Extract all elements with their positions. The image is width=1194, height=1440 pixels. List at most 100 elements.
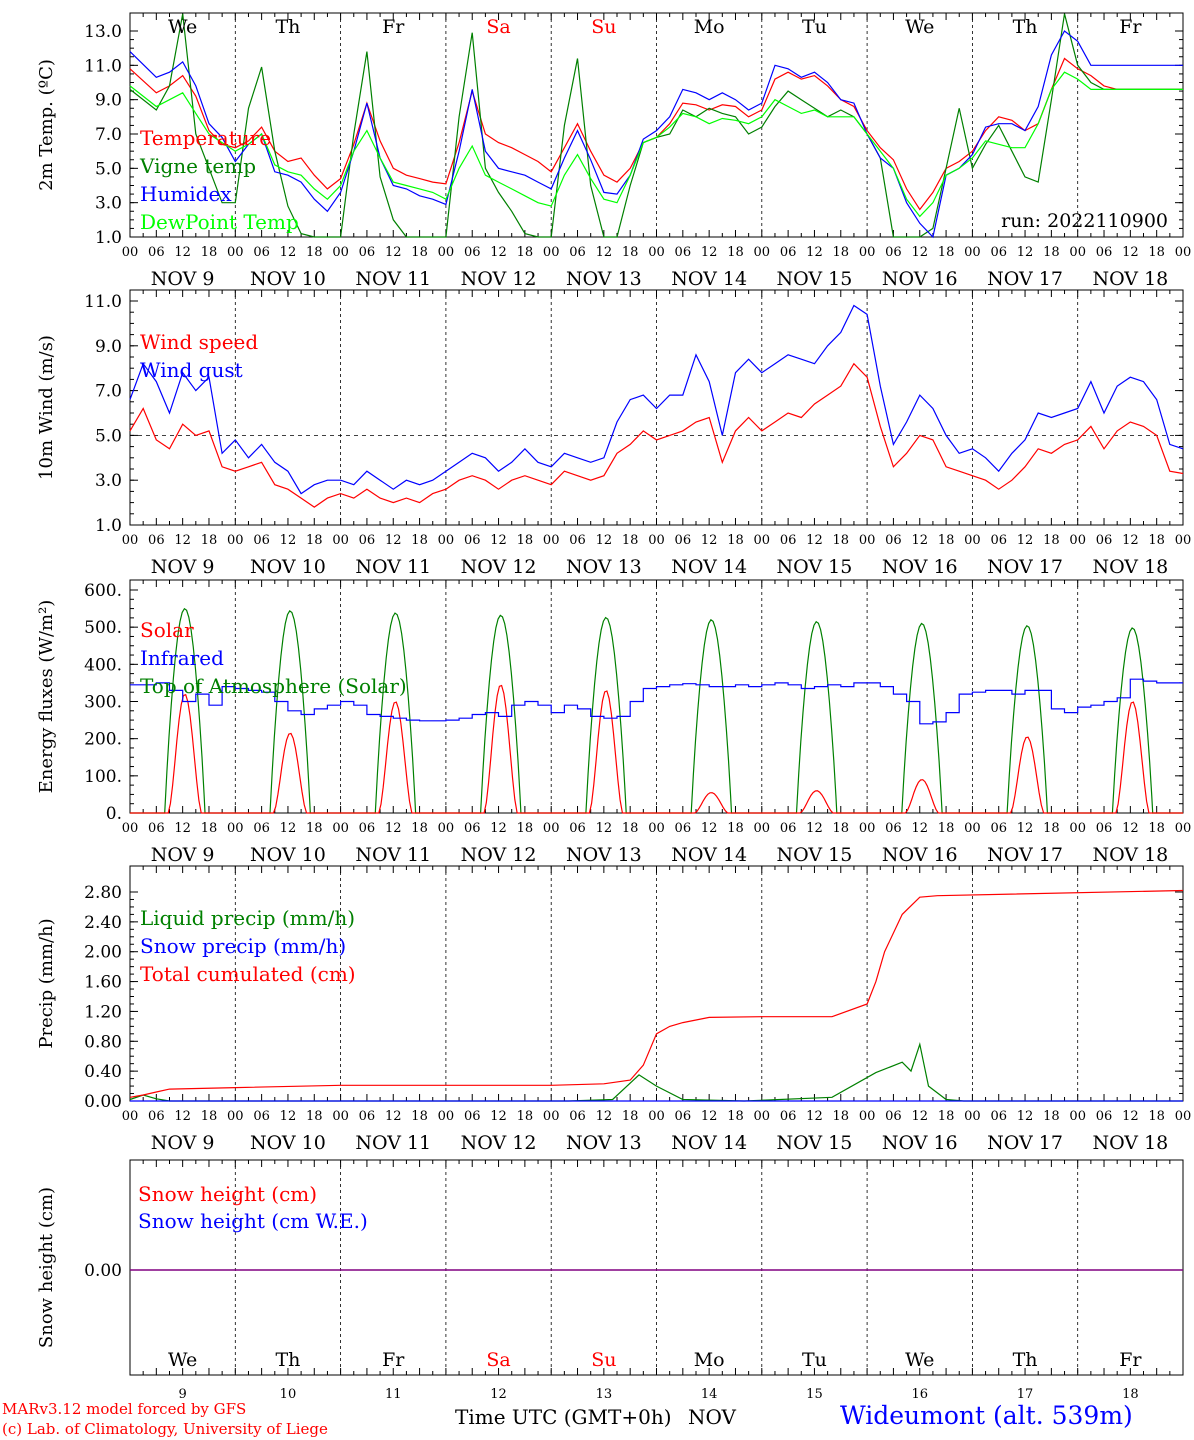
hour-tick-label: 12 xyxy=(1122,821,1139,836)
hour-tick-label: 12 xyxy=(596,533,613,548)
hour-tick-label: 18 xyxy=(1043,245,1060,260)
hour-tick-label: 06 xyxy=(148,245,165,260)
hour-tick-label: 00 xyxy=(227,1109,244,1124)
weekday-label: We xyxy=(168,16,197,38)
y-tick-label: 1.20 xyxy=(84,1002,122,1022)
hour-tick-label: 18 xyxy=(201,245,218,260)
date-label: NOV 18 xyxy=(1092,268,1168,290)
hour-tick-label: 00 xyxy=(859,1109,876,1124)
hour-tick-label: 12 xyxy=(490,245,507,260)
y-tick-label: 200. xyxy=(84,730,122,750)
day-number-label: 15 xyxy=(806,1387,823,1402)
hour-tick-label: 18 xyxy=(833,533,850,548)
weekday-label: Mo xyxy=(694,16,725,38)
hour-tick-label: 06 xyxy=(253,533,270,548)
hour-tick-label: 06 xyxy=(675,245,692,260)
hour-tick-label: 18 xyxy=(517,245,534,260)
series-line xyxy=(129,13,1183,238)
legend-entry: Infrared xyxy=(140,646,224,670)
y-tick-label: 5.0 xyxy=(95,159,122,179)
y-tick-label: 600. xyxy=(84,581,122,601)
legend-entry: Solar xyxy=(140,618,194,642)
hour-tick-label: 06 xyxy=(675,821,692,836)
hour-tick-label: 06 xyxy=(359,533,376,548)
weekday-label: Sa xyxy=(486,1349,510,1371)
date-label: NOV 10 xyxy=(250,268,326,290)
hour-tick-label: 12 xyxy=(911,1109,928,1124)
hour-tick-label: 12 xyxy=(1122,245,1139,260)
y-axis-label: Precip (mm/h) xyxy=(36,918,57,1048)
hour-tick-label: 00 xyxy=(964,245,981,260)
date-label: NOV 15 xyxy=(777,268,853,290)
date-label: NOV 15 xyxy=(777,844,853,866)
hour-tick-label: 18 xyxy=(1043,821,1060,836)
y-tick-label: 2.00 xyxy=(84,943,122,963)
day-number-label: 9 xyxy=(179,1387,187,1402)
hour-tick-label: 12 xyxy=(596,821,613,836)
date-label: NOV 16 xyxy=(882,844,958,866)
date-label: NOV 16 xyxy=(882,1132,958,1154)
legend-entry: Vigne temp xyxy=(139,154,256,178)
hour-tick-label: 12 xyxy=(806,1109,823,1124)
legend-entry: Snow precip (mm/h) xyxy=(140,934,346,958)
date-label: NOV 9 xyxy=(151,844,215,866)
station-name: Wideumont (alt. 539m) xyxy=(840,1401,1133,1430)
hour-tick-label: 00 xyxy=(754,533,771,548)
day-number-label: 16 xyxy=(911,1387,928,1402)
hour-tick-label: 00 xyxy=(227,533,244,548)
hour-tick-label: 00 xyxy=(754,245,771,260)
hour-tick-label: 00 xyxy=(1175,821,1192,836)
hour-tick-label: 00 xyxy=(648,1109,665,1124)
hour-tick-label: 06 xyxy=(675,1109,692,1124)
legend-entry: Wind gust xyxy=(140,358,243,382)
hour-tick-label: 12 xyxy=(1017,533,1034,548)
hour-tick-label: 18 xyxy=(1043,1109,1060,1124)
hour-tick-label: 18 xyxy=(201,1109,218,1124)
hour-tick-label: 12 xyxy=(1122,533,1139,548)
hour-tick-label: 06 xyxy=(780,245,797,260)
hour-tick-label: 06 xyxy=(148,1109,165,1124)
series-line xyxy=(130,684,1183,814)
panel-2: 1.0 3.0 5.0 7.0 9.0 11.0 10m Wind (m/s) 00 06 12 1… xyxy=(36,289,1191,578)
hour-tick-label: 00 xyxy=(122,533,139,548)
y-tick-label: 0.80 xyxy=(84,1032,122,1052)
series-line xyxy=(129,304,1184,495)
hour-tick-label: 00 xyxy=(859,245,876,260)
legend-entry: Liquid precip (mm/h) xyxy=(140,906,355,930)
hour-tick-label: 06 xyxy=(464,1109,481,1124)
hour-tick-label: 06 xyxy=(359,821,376,836)
weekday-label: Fr xyxy=(1119,16,1142,38)
hour-tick-label: 06 xyxy=(885,533,902,548)
hour-tick-label: 18 xyxy=(622,1109,639,1124)
hour-tick-label: 18 xyxy=(306,245,323,260)
weekday-label: Th xyxy=(275,1349,300,1371)
y-tick-label: 0.00 xyxy=(84,1092,122,1112)
hour-tick-label: 00 xyxy=(1069,533,1086,548)
hour-tick-label: 18 xyxy=(622,533,639,548)
hour-tick-label: 18 xyxy=(517,821,534,836)
hour-tick-label: 06 xyxy=(253,821,270,836)
hour-tick-label: 06 xyxy=(780,821,797,836)
hour-tick-label: 06 xyxy=(885,245,902,260)
hour-tick-label: 12 xyxy=(174,533,191,548)
hour-tick-label: 06 xyxy=(780,1109,797,1124)
hour-tick-label: 12 xyxy=(280,821,297,836)
legend-entry: Humidex xyxy=(140,182,232,206)
y-tick-label: 400. xyxy=(84,655,122,675)
hour-tick-label: 12 xyxy=(1017,1109,1034,1124)
y-tick-label: 7.0 xyxy=(95,382,122,402)
hour-tick-label: 00 xyxy=(648,245,665,260)
date-label: NOV 13 xyxy=(566,556,642,578)
hour-tick-label: 00 xyxy=(754,821,771,836)
hour-tick-label: 18 xyxy=(411,533,428,548)
y-axis-label: 2m Temp. (ºC) xyxy=(36,59,57,191)
hour-tick-label: 06 xyxy=(569,821,586,836)
hour-tick-label: 06 xyxy=(675,533,692,548)
date-label: NOV 11 xyxy=(355,844,431,866)
series-line xyxy=(129,889,1184,1098)
hour-tick-label: 00 xyxy=(543,1109,560,1124)
hour-tick-label: 00 xyxy=(1069,1109,1086,1124)
hour-tick-label: 00 xyxy=(648,821,665,836)
hour-tick-label: 18 xyxy=(411,1109,428,1124)
hour-tick-label: 06 xyxy=(148,533,165,548)
